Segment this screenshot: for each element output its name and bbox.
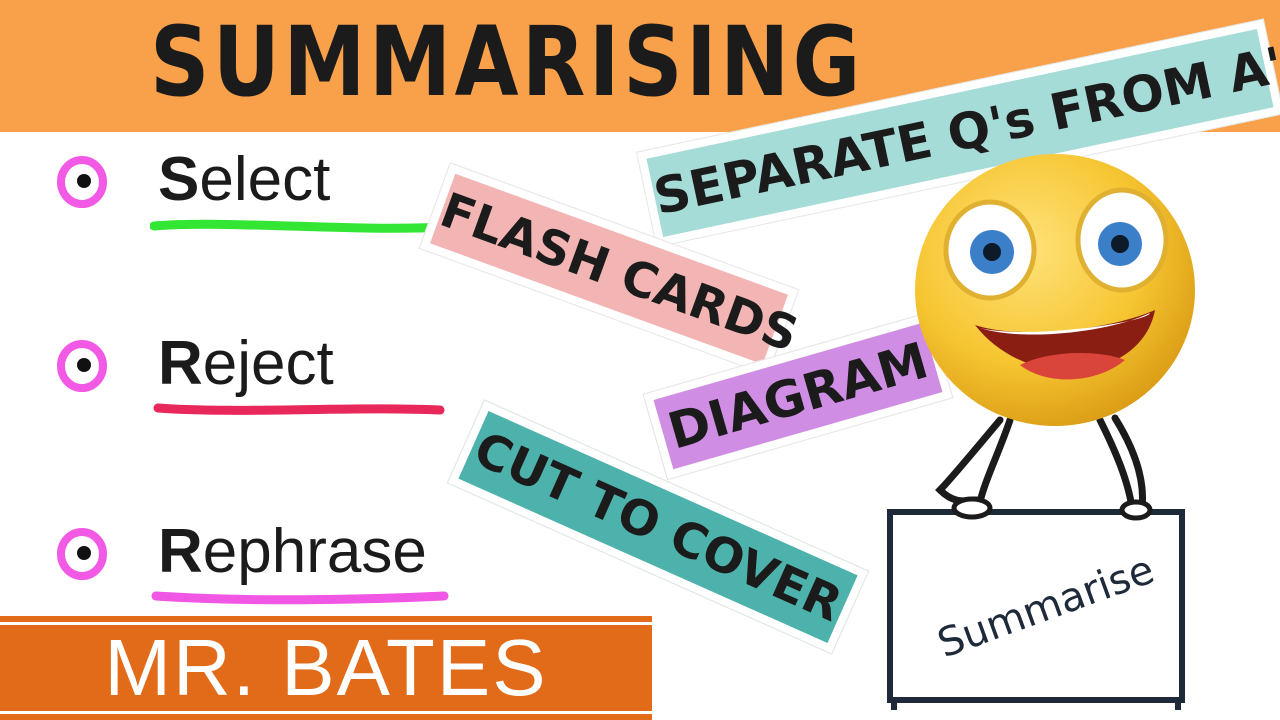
bullet-word: Reject [158, 329, 334, 398]
list-item-select: Select [0, 138, 620, 233]
bullet-word: Select [158, 145, 331, 214]
bullet-word: Rephrase [158, 517, 427, 586]
page-title: SUMMARISING [150, 6, 864, 118]
footer-band [0, 616, 652, 720]
author-name: MR. BATES [104, 623, 548, 712]
underline-stroke [151, 591, 449, 605]
eye-bullet-icon [57, 340, 107, 392]
list-item-reject: Reject [0, 322, 620, 415]
smiley-character-illustration [887, 154, 1195, 710]
underline-stroke [153, 403, 445, 415]
eye-bullet-icon [57, 156, 107, 208]
underline-stroke [150, 219, 450, 233]
face-icon [915, 154, 1195, 426]
list-item-rephrase: Rephrase [0, 510, 620, 605]
eye-bullet-icon [57, 528, 107, 580]
